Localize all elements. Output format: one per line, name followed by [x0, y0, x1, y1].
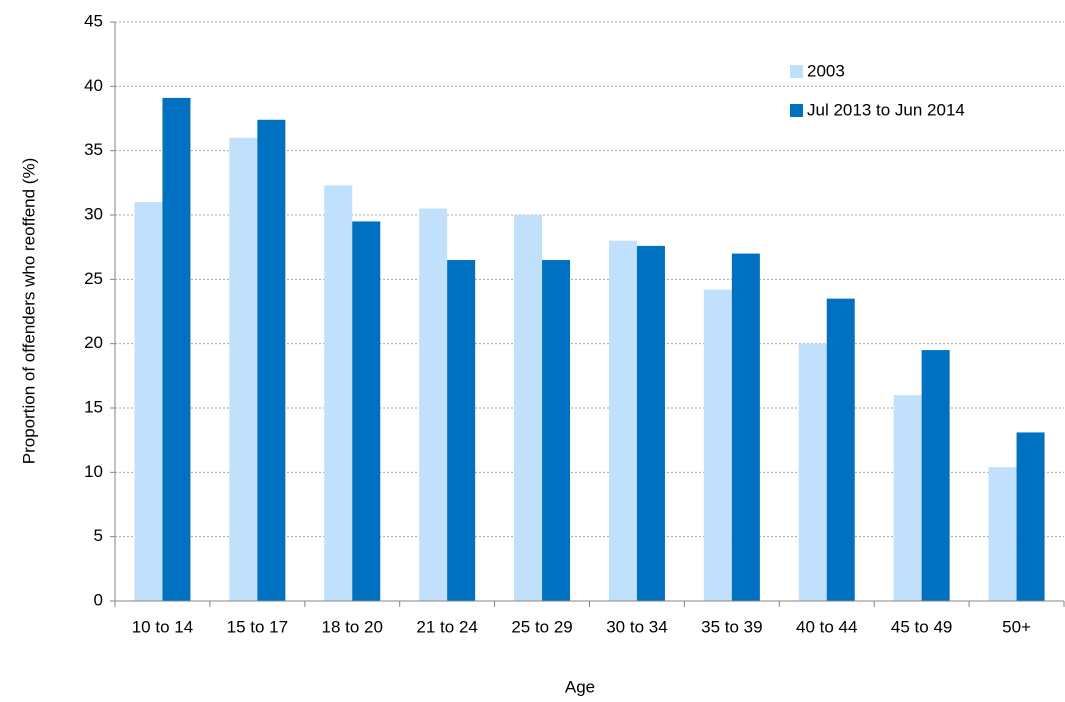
y-tick-label: 40 — [84, 76, 103, 95]
bar — [257, 119, 286, 601]
x-tick-label: 35 to 39 — [701, 617, 762, 636]
x-tick-label: 10 to 14 — [132, 617, 193, 636]
y-tick-label: 25 — [84, 269, 103, 288]
bar — [636, 245, 665, 601]
x-tick-label: 40 to 44 — [796, 617, 857, 636]
bar — [608, 240, 637, 601]
x-tick-label: 15 to 17 — [227, 617, 288, 636]
y-tick-label: 15 — [84, 397, 103, 416]
bar — [447, 260, 476, 601]
y-tick-label: 10 — [84, 462, 103, 481]
y-tick-label: 0 — [94, 590, 103, 609]
bar — [324, 185, 353, 601]
bar — [229, 137, 258, 602]
y-tick-label: 20 — [84, 333, 103, 352]
bar — [731, 253, 760, 601]
bar — [162, 97, 191, 601]
bar — [703, 289, 732, 601]
y-tick-label: 45 — [84, 11, 103, 30]
legend-swatch — [790, 65, 803, 78]
y-tick-label: 30 — [84, 204, 103, 223]
x-tick-label: 18 to 20 — [322, 617, 383, 636]
legend-label: 2003 — [807, 61, 845, 80]
x-tick-label: 45 to 49 — [891, 617, 952, 636]
y-tick-label: 5 — [94, 526, 103, 545]
x-tick-label: 25 to 29 — [511, 617, 572, 636]
y-tick-label: 35 — [84, 140, 103, 159]
bar — [826, 298, 855, 601]
x-tick-label: 50+ — [1002, 617, 1031, 636]
bar — [542, 260, 571, 601]
x-tick-label: 30 to 34 — [606, 617, 667, 636]
bar — [1016, 432, 1045, 601]
x-axis-label: Age — [565, 677, 595, 696]
x-tick-label: 21 to 24 — [416, 617, 477, 636]
y-axis-label: Proportion of offenders who reoffend (%) — [19, 158, 38, 465]
bar — [352, 221, 381, 601]
legend-label: Jul 2013 to Jun 2014 — [807, 100, 965, 119]
bar — [514, 215, 543, 601]
bar — [893, 395, 922, 601]
bar — [798, 343, 827, 601]
bar — [988, 467, 1017, 601]
legend-swatch — [790, 104, 803, 117]
bar — [921, 350, 950, 601]
bar — [419, 208, 448, 602]
bar — [134, 202, 163, 601]
